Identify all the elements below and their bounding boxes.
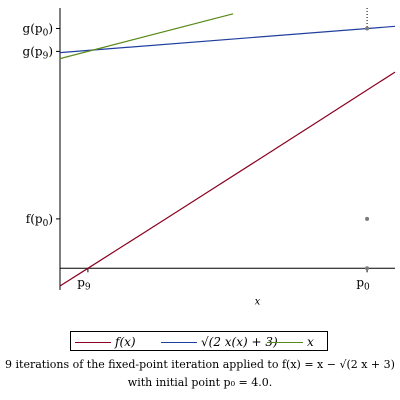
- x-tick-label-0: p9: [77, 275, 91, 292]
- iteration-point-0: [365, 266, 370, 271]
- series-line-1: [59, 25, 396, 54]
- caption-line-1: 9 iterations of the fixed-point iteratio…: [5, 358, 395, 371]
- series-line-2: [59, 13, 234, 60]
- caption-line-2: with initial point p₀ = 4.0.: [127, 376, 273, 389]
- legend-item-f: f(x): [75, 334, 136, 350]
- y-tick-label-2: f(p0): [26, 212, 53, 229]
- legend-swatch-f: [75, 341, 111, 343]
- iteration-point-1: [365, 216, 370, 221]
- x-axis-label: x: [255, 296, 261, 307]
- chart-legend: f(x) √(2 x(x) + 3) x: [70, 331, 328, 351]
- legend-label-f: f(x): [115, 335, 136, 349]
- iteration-point-2: [365, 26, 370, 31]
- legend-item-x: x: [267, 334, 314, 350]
- series-line-0: [59, 71, 396, 287]
- y-tick-label-0: g(p0): [23, 21, 53, 38]
- legend-swatch-g: [161, 341, 197, 343]
- legend-item-g: √(2 x(x) + 3): [161, 334, 278, 350]
- legend-label-g: √(2 x(x) + 3): [201, 335, 278, 349]
- x-tick-label-1: p0: [356, 275, 370, 292]
- y-tick-label-1: g(p9): [23, 44, 53, 61]
- legend-swatch-x: [267, 341, 303, 343]
- legend-label-x: x: [307, 335, 314, 349]
